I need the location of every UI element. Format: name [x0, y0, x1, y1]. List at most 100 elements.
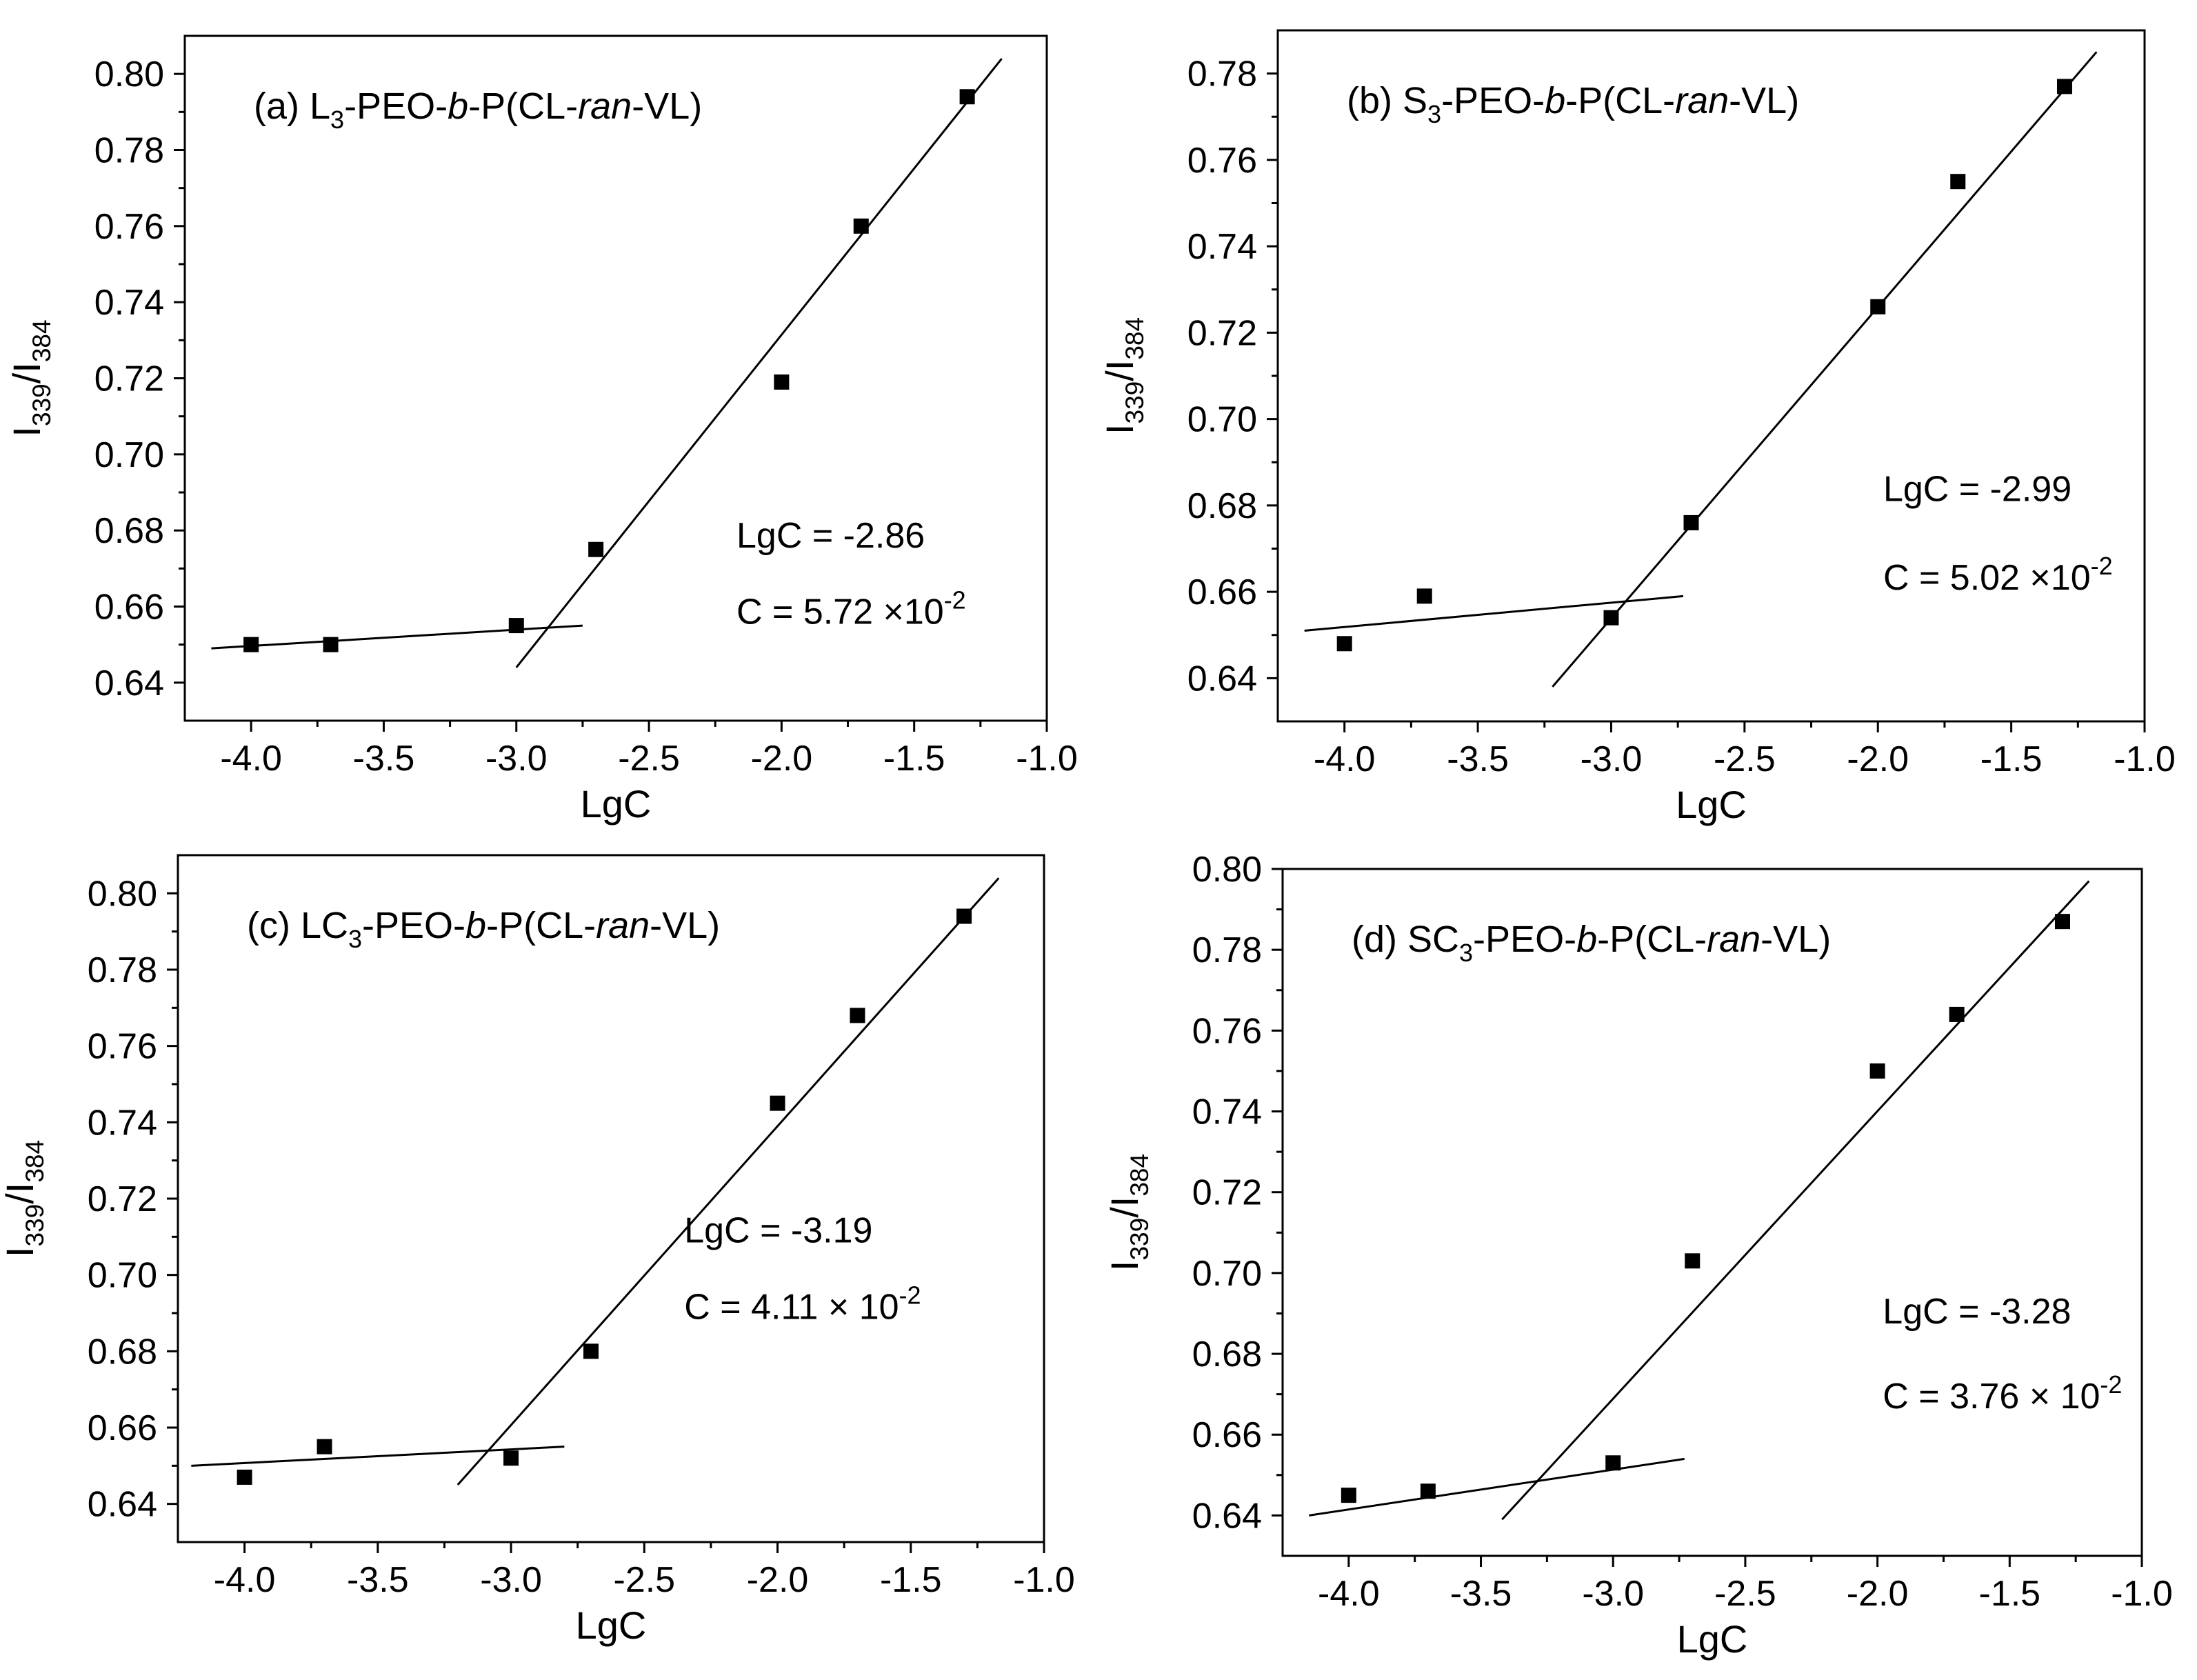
y-axis-label-part: 384: [1121, 317, 1149, 360]
x-tick-label: -3.5: [347, 1560, 409, 1600]
panel-label-part: b: [448, 86, 468, 127]
x-tick-label: -2.5: [1714, 739, 1776, 779]
data-point: [2056, 79, 2072, 94]
panel-label-part: -P(CL-: [486, 905, 596, 946]
x-tick-label: -1.5: [1980, 739, 2043, 779]
y-axis-label-part: /I: [5, 362, 48, 383]
annotation: C = 5.72 ×10-2: [736, 586, 966, 632]
panel-label-part: b: [1576, 919, 1597, 960]
y-tick-label: 0.80: [94, 54, 164, 94]
annotation-exponent: -2: [899, 1281, 921, 1309]
y-tick-label: 0.78: [1187, 54, 1257, 94]
x-tick-label: -1.5: [1979, 1574, 2041, 1614]
annotation-text: LgC = -3.28: [1883, 1292, 2071, 1332]
data-point: [1605, 1455, 1621, 1471]
x-tick-label: -4.0: [1318, 1574, 1380, 1614]
y-axis-label-part: 339: [21, 1204, 49, 1247]
data-point: [1603, 610, 1619, 626]
y-axis-label: I339/I384: [0, 1140, 49, 1257]
annotation: C = 4.11 × 10-2: [684, 1281, 921, 1327]
fit-line: [191, 1446, 565, 1467]
data-point: [583, 1343, 599, 1359]
y-tick-label: 0.76: [1187, 141, 1257, 181]
fit-line: [1552, 51, 2098, 688]
panel-label: (c) LC3-PEO-b-P(CL-ran-VL): [247, 905, 720, 953]
x-tick-label: -3.5: [1450, 1574, 1512, 1614]
y-axis-label: I339/I384: [1098, 317, 1149, 434]
data-point: [1683, 514, 1699, 530]
panel-label-part: (c) LC: [247, 905, 348, 946]
data-point: [243, 637, 259, 652]
x-tick-label: -1.0: [2111, 1574, 2173, 1614]
y-axis-label-part: 339: [1121, 381, 1149, 424]
data-point: [2054, 914, 2070, 930]
annotation-text: C = 5.72 ×10: [736, 592, 944, 632]
data-point: [588, 541, 604, 557]
y-axis-label: I339/I384: [5, 319, 56, 437]
y-tick-label: 0.68: [88, 1332, 157, 1372]
panel-label-part: -PEO-: [1473, 919, 1576, 960]
y-tick-label: 0.76: [94, 207, 164, 247]
y-tick-label: 0.70: [1192, 1254, 1262, 1294]
y-axis-label-part: /I: [1098, 360, 1141, 381]
y-tick-label: 0.72: [94, 359, 164, 399]
data-point: [237, 1469, 252, 1485]
y-axis-label-part: I: [1098, 424, 1141, 435]
y-tick-label: 0.74: [94, 283, 164, 323]
x-axis-label: LgC: [1676, 783, 1747, 826]
data-point: [1420, 1483, 1436, 1499]
fit-line: [1501, 880, 2090, 1521]
data-point: [853, 218, 869, 234]
y-axis-label-part: 384: [28, 319, 56, 362]
panel-label-part: -VL): [1760, 919, 1831, 960]
data-point: [323, 637, 339, 652]
data-point: [1336, 636, 1352, 652]
x-tick-label: -3.0: [1582, 1574, 1644, 1614]
x-tick-label: -2.0: [747, 1560, 809, 1600]
annotation-text: C = 5.02 ×10: [1883, 558, 2091, 598]
panel-label-part: ran: [596, 905, 650, 946]
x-tick-label: -4.0: [214, 1560, 276, 1600]
annotation: C = 5.02 ×10-2: [1883, 552, 2113, 598]
panel-label-part: (d) SC: [1352, 919, 1459, 960]
data-point: [317, 1439, 332, 1454]
x-tick-label: -1.0: [1013, 1560, 1075, 1600]
y-tick-label: 0.66: [1187, 572, 1257, 612]
y-tick-label: 0.64: [1192, 1496, 1262, 1536]
y-tick-label: 0.72: [88, 1179, 157, 1219]
y-tick-label: 0.70: [94, 435, 164, 475]
data-point: [959, 89, 975, 105]
data-point: [1416, 588, 1432, 604]
data-point: [1949, 1006, 1965, 1022]
panel-label-part: -VL): [632, 86, 702, 127]
x-tick-label: -2.5: [1714, 1574, 1776, 1614]
panel-label-part: -PEO-: [1441, 80, 1545, 121]
fit-line: [1309, 1457, 1685, 1517]
y-tick-label: 0.66: [88, 1408, 157, 1448]
x-tick-label: -3.0: [1581, 739, 1643, 779]
annotation: LgC = -2.86: [736, 516, 925, 556]
y-axis-label-part: 339: [1125, 1218, 1154, 1261]
y-tick-label: 0.70: [88, 1256, 157, 1296]
panel-label-part: ran: [1707, 919, 1760, 960]
data-point: [1685, 1253, 1701, 1269]
y-tick-label: 0.78: [94, 131, 164, 171]
x-tick-label: -2.5: [618, 739, 680, 779]
panel-label-part: 3: [1427, 100, 1441, 128]
y-tick-label: 0.68: [1192, 1334, 1262, 1374]
x-tick-label: -4.0: [220, 739, 282, 779]
x-axis-label: LgC: [1677, 1617, 1748, 1661]
annotation-text: C = 4.11 × 10: [684, 1287, 899, 1327]
panel-label-part: ran: [578, 86, 632, 127]
y-tick-label: 0.74: [88, 1103, 157, 1143]
x-tick-label: -3.5: [1447, 739, 1509, 779]
x-axis-label: LgC: [581, 782, 652, 826]
y-axis-label-part: /I: [0, 1183, 41, 1204]
panel-label-part: 3: [330, 106, 344, 134]
x-tick-label: -2.5: [614, 1560, 676, 1600]
data-point: [1950, 174, 1966, 190]
y-axis-label-part: 384: [1125, 1154, 1154, 1197]
y-tick-label: 0.72: [1192, 1173, 1262, 1213]
y-axis-label-part: I: [1103, 1261, 1146, 1272]
